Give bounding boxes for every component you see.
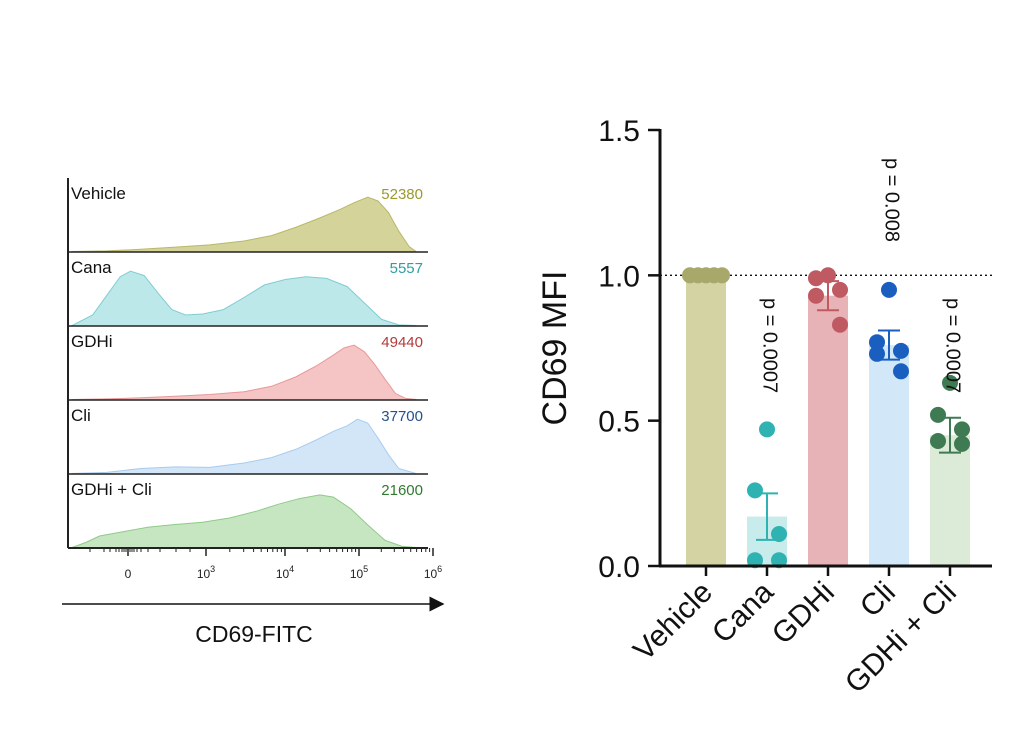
category-label: Cana [706,575,780,649]
y-tick-label: 0.5 [598,406,640,439]
x-tick-label: 105 [350,564,368,581]
data-point [771,552,787,569]
sample-label: Cli [71,406,91,425]
y-tick-label: 0.0 [598,551,640,584]
histogram-trace [71,344,417,401]
x-tick-label: 0 [125,567,132,581]
histogram-x-axis-title: CD69-FITC [195,621,313,647]
data-point [759,421,775,438]
bar [869,345,909,566]
data-point [954,421,970,438]
category-label: GDHi [766,576,841,651]
bar [686,275,726,566]
x-tick-label: 103 [197,564,215,581]
mfi-value: 52380 [381,186,423,203]
x-tick-label: 104 [276,564,294,581]
data-point [869,334,885,351]
bar [808,295,848,566]
data-point [942,374,958,391]
data-point [747,552,763,569]
p-value-annotation: p = 0.008 [881,158,903,242]
data-point [808,270,824,287]
category-label: GDHi + Cli [839,576,963,700]
data-point [832,281,848,298]
sample-label: GDHi [71,332,113,351]
category-label: Cli [854,576,902,624]
y-axis-title: CD69 MFI [536,271,574,426]
mfi-value: 37700 [381,408,423,425]
data-point [714,267,730,284]
sample-label: Cana [71,258,112,277]
data-point [930,406,946,423]
data-point [747,482,763,499]
sample-label: Vehicle [71,184,126,203]
histogram-trace [71,270,417,327]
y-tick-label: 1.0 [598,260,640,293]
sample-label: GDHi + Cli [71,480,152,499]
data-point [930,433,946,449]
mfi-value: 49440 [381,334,423,351]
histogram-trace [71,418,417,475]
p-value-annotation: p = 0.0007 [759,298,781,393]
data-point [954,435,970,452]
data-point [881,281,897,298]
category-label: Vehicle [627,576,719,668]
data-point [893,342,909,359]
data-point [771,526,787,542]
bar [930,435,970,566]
data-point [832,316,848,333]
data-point [808,287,824,304]
x-tick-label: 106 [424,564,442,581]
data-point [869,345,885,362]
y-tick-label: 1.5 [598,115,640,148]
histogram-trace [71,494,417,549]
data-point [820,267,836,284]
mfi-value: 21600 [381,482,423,499]
mfi-value: 5557 [390,260,423,277]
histogram-trace [71,196,417,253]
histogram-panel: Vehicle 52380 Cana 5557 GDHi 49440 Cli 37700 GDH… [62,178,445,647]
p-value-annotation: p = 0.0007 [942,298,964,393]
data-point [893,363,909,380]
